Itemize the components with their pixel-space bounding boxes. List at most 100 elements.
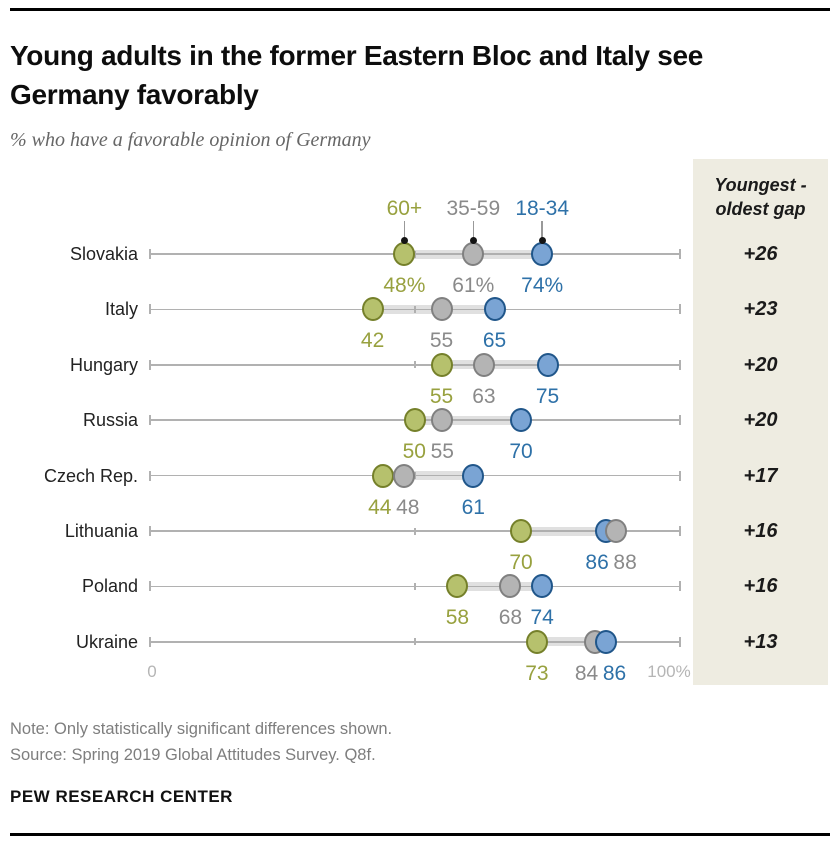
value-label-old: 70 [509,551,533,574]
dot-young [462,463,485,488]
axis-end-tick [679,249,681,259]
axis-end-tick [149,636,151,647]
dot-old [446,574,469,599]
top-rule [10,8,830,11]
dot-mid [462,242,485,266]
country-label: Poland [81,576,138,597]
note-text: Note: Only statistically significant dif… [10,720,393,738]
axis-min-label: 0 [147,661,157,681]
dot-young [510,408,532,433]
legend-label-old: 60+ [386,197,423,220]
title-line-1: Young adults in the former Eastern Bloc … [10,40,704,71]
value-label-mid: 68 [498,606,523,630]
country-label: Lithuania [64,521,138,541]
legend-leader-dot-icon [400,237,408,244]
axis-end-tick [679,581,681,592]
dot-mid [472,352,495,377]
value-label-young: 70 [509,440,533,464]
country-label: Italy [104,299,138,320]
dot-young [536,352,559,377]
gap-value: +16 [743,575,778,598]
value-label-old: 73 [525,661,549,685]
value-label-mid: 48 [396,495,420,519]
legend-leader-dot-icon [538,237,546,244]
gap-header-line-1: Youngest - [714,175,807,195]
dot-young [531,574,554,599]
gap-panel: Youngest - oldest gap [693,159,828,685]
axis-end-tick [679,636,681,647]
axis-end-tick [149,581,151,592]
page-title: Young adults in the former Eastern Bloc … [10,36,830,114]
axis-end-tick [679,359,681,370]
axis-mid-tick [414,582,416,590]
value-label-old: 42 [360,329,385,353]
dot-mid [430,408,453,433]
title-line-2: Germany favorably [10,79,259,110]
legend-leader-dot-icon [469,237,477,244]
connector-bar [415,415,521,425]
country-label: Russia [82,410,138,431]
value-label-mid: 63 [472,384,496,408]
axis-mid-tick [414,527,416,535]
dot-plot-chart: Youngest - oldest gap 60+ 35-59 18-34 Slova… [0,157,840,689]
dot-young [594,629,617,654]
value-label-mid: 55 [429,329,454,353]
gap-header-line-2: oldest gap [715,199,806,219]
country-label: Czech Rep. [43,465,138,486]
value-label-old: 58 [445,606,470,630]
dot-old [525,629,548,654]
value-label-old: 55 [429,384,454,408]
axis-max-label: 100% [647,661,691,681]
connector-bar [521,526,617,536]
axis-mid-tick [414,305,416,313]
gap-value: +26 [743,243,778,265]
legend-label-mid: 35-59 [446,197,501,220]
axis-mid-tick [414,361,416,369]
value-label-old: 44 [368,495,392,519]
gap-value: +17 [743,464,778,487]
dot-young [483,297,506,322]
axis-end-tick [679,415,681,426]
brand-pew-research-center: PEW RESEARCH CENTER [10,787,233,806]
dot-old [393,242,416,266]
value-label-young: 65 [482,329,507,353]
bottom-rule [10,833,830,836]
value-label-mid: 84 [574,661,599,685]
legend-label-young: 18-34 [515,197,570,220]
axis-end-tick [149,526,151,536]
dot-young [531,242,554,266]
country-label: Ukraine [75,631,138,652]
value-label-young: 86 [602,661,627,685]
gap-value: +13 [743,630,778,653]
legend-leader-line [541,221,543,238]
gap-value: +23 [743,298,778,321]
dot-mid [430,297,453,322]
dot-old [430,352,453,377]
value-label-old: 48% [383,274,426,297]
axis-mid-tick [414,638,416,646]
legend-leader-line [403,221,406,238]
value-label-old: 50 [402,440,426,464]
dot-old [361,297,384,322]
axis-end-tick [149,359,151,370]
value-label-mid: 61% [452,274,495,297]
dot-old [404,408,426,433]
gap-value: +16 [743,520,778,542]
axis-end-tick [149,470,151,481]
dot-mid [499,574,522,599]
axis-end-tick [149,249,151,259]
dot-mid [605,519,628,543]
axis-end-tick [679,526,681,536]
value-label-mid: 55 [430,440,454,464]
axis-end-tick [149,304,151,315]
value-label-young: 75 [535,384,560,408]
dot-mid [393,463,416,488]
legend-leader-line [472,221,475,238]
dot-old [372,463,395,488]
value-label-young: 86 [585,551,609,574]
dot-old [510,519,532,543]
connector-bar [383,471,474,481]
country-label: Hungary [69,354,138,375]
gap-panel-header: Youngest - oldest gap [693,173,828,221]
value-label-young: 61 [461,495,485,519]
